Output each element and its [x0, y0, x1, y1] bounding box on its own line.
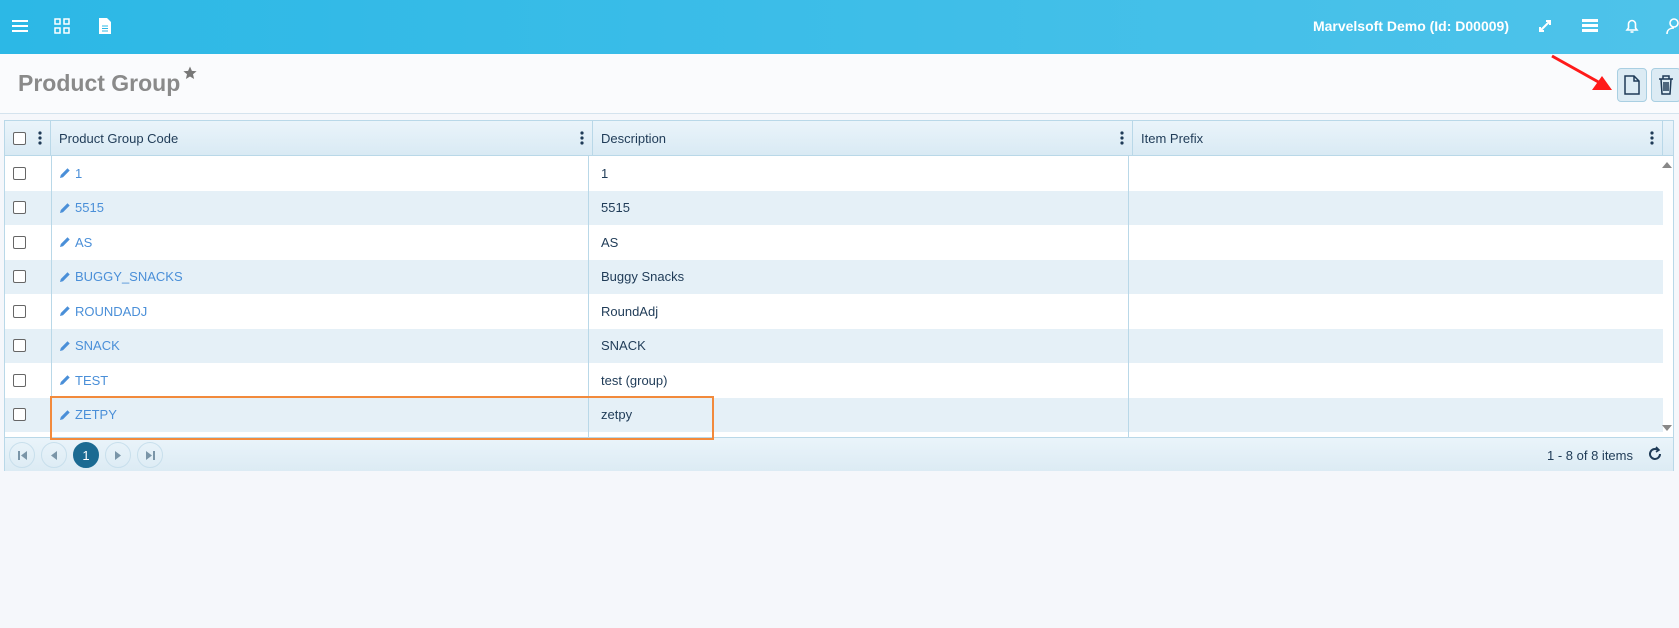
pager: 1 1 - 8 of 8 items [5, 437, 1673, 471]
edit-pencil-icon[interactable] [59, 409, 71, 421]
table-row: TEST test (group) [5, 363, 1663, 398]
user-account-label[interactable]: Marvelsoft Demo (Id: D00009) [1312, 18, 1509, 34]
column-header-item-prefix[interactable]: Item Prefix [1133, 121, 1663, 156]
vertical-scrollbar[interactable] [1661, 156, 1673, 437]
bell-icon[interactable] [1622, 16, 1642, 36]
row-checkbox[interactable] [13, 201, 26, 215]
pager-summary: 1 - 8 of 8 items [1547, 448, 1633, 463]
new-button[interactable] [1617, 68, 1647, 102]
new-document-icon [1624, 75, 1640, 95]
row-checkbox[interactable] [13, 270, 26, 284]
row-checkbox[interactable] [13, 166, 26, 180]
apps-grid-icon[interactable] [52, 16, 72, 36]
document-icon[interactable] [95, 16, 115, 36]
page-button-current[interactable]: 1 [73, 442, 99, 468]
column-divider [1128, 156, 1129, 437]
edit-pencil-icon[interactable] [59, 202, 71, 214]
row-checkbox[interactable] [13, 373, 26, 387]
edit-pencil-icon[interactable] [59, 305, 71, 317]
column-divider [588, 156, 589, 437]
product-group-grid: Product Group Code Description Item Pref… [4, 120, 1674, 471]
description-cell: 1 [601, 165, 609, 181]
select-all-checkbox[interactable] [13, 132, 26, 145]
edit-pencil-icon[interactable] [59, 374, 71, 386]
page-title: Product Group [18, 70, 181, 96]
product-group-code-link[interactable]: BUGGY_SNACKS [75, 269, 183, 285]
description-cell: Buggy Snacks [601, 269, 685, 285]
user-icon[interactable] [1664, 16, 1679, 36]
edit-pencil-icon[interactable] [59, 167, 71, 179]
description-cell: RoundAdj [601, 303, 659, 319]
title-group: Product Group [18, 66, 197, 98]
trash-icon [1659, 75, 1673, 95]
description-cell: AS [601, 234, 619, 250]
edit-pencil-icon[interactable] [59, 340, 71, 352]
top-bar: Marvelsoft Demo (Id: D00009) [0, 0, 1679, 54]
product-group-code-link[interactable]: ZETPY [75, 407, 117, 423]
table-row: BUGGY_SNACKS Buggy Snacks [5, 259, 1663, 294]
column-label: Description [601, 131, 667, 146]
product-group-code-link[interactable]: 1 [75, 165, 83, 181]
next-page-button[interactable] [105, 442, 131, 468]
edit-pencil-icon[interactable] [59, 236, 71, 248]
product-group-code-link[interactable]: TEST [75, 372, 109, 388]
list-icon[interactable] [1580, 16, 1600, 36]
product-group-code-link[interactable]: ROUNDADJ [75, 303, 148, 319]
edit-pencil-icon[interactable] [59, 271, 71, 283]
column-menu-icon[interactable] [38, 131, 42, 145]
product-group-code-link[interactable]: AS [75, 234, 93, 250]
product-group-code-link[interactable]: SNACK [75, 338, 120, 354]
column-menu-icon[interactable] [1120, 131, 1124, 145]
menu-icon[interactable] [10, 16, 30, 36]
description-cell: zetpy [601, 407, 633, 423]
page-header: Product Group [0, 54, 1679, 114]
column-menu-icon[interactable] [580, 131, 584, 145]
grid-header: Product Group Code Description Item Pref… [5, 121, 1673, 156]
first-page-button[interactable] [9, 442, 35, 468]
column-header-description[interactable]: Description [593, 121, 1133, 156]
header-select-all [5, 121, 51, 156]
table-row: ROUNDADJ RoundAdj [5, 294, 1663, 329]
row-checkbox[interactable] [13, 304, 26, 318]
delete-button[interactable] [1651, 68, 1679, 102]
column-divider [51, 156, 52, 437]
refresh-icon[interactable] [1647, 446, 1663, 462]
table-row: ZETPY zetpy [5, 397, 1663, 432]
last-page-button[interactable] [137, 442, 163, 468]
description-cell: 5515 [601, 200, 630, 216]
row-checkbox[interactable] [13, 235, 26, 249]
table-row: AS AS [5, 225, 1663, 260]
table-row: 1 1 [5, 156, 1663, 191]
row-checkbox[interactable] [13, 408, 26, 422]
column-label: Item Prefix [1141, 131, 1204, 146]
column-menu-icon[interactable] [1650, 131, 1654, 145]
table-row: SNACK SNACK [5, 328, 1663, 363]
column-header-code[interactable]: Product Group Code [51, 121, 593, 156]
description-cell: test (group) [601, 372, 668, 388]
row-checkbox[interactable] [13, 339, 26, 353]
product-group-code-link[interactable]: 5515 [75, 200, 104, 216]
prev-page-button[interactable] [41, 442, 67, 468]
description-cell: SNACK [601, 338, 646, 354]
annotation-arrow [1551, 54, 1612, 90]
table-row: 5515 5515 [5, 190, 1663, 225]
expand-icon[interactable] [1535, 16, 1555, 36]
favorite-star-icon[interactable] [183, 66, 197, 83]
column-label: Product Group Code [59, 131, 179, 146]
